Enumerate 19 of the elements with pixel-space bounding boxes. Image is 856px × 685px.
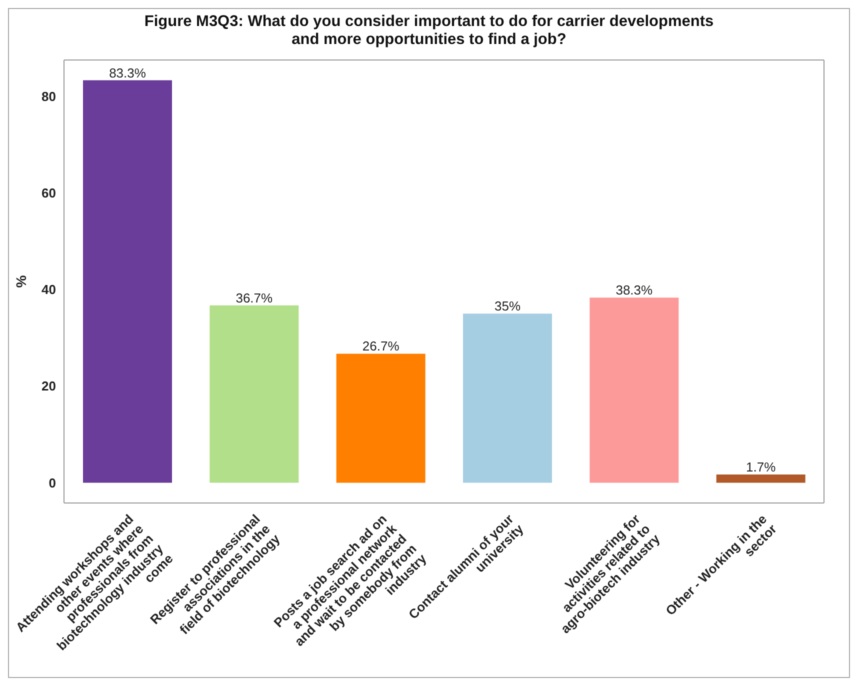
bar (463, 314, 552, 483)
y-tick-label: 80 (42, 88, 56, 104)
y-tick-label: 60 (42, 185, 56, 200)
y-tick-label: 0 (48, 475, 56, 490)
data-label: 83.3% (109, 65, 146, 80)
bar (336, 354, 426, 483)
bar (210, 305, 299, 483)
data-label: 36.7% (236, 290, 274, 306)
bar (83, 80, 172, 483)
data-label: 1.7% (746, 459, 776, 474)
y-tick-label: 40 (42, 282, 56, 298)
bar (590, 298, 679, 483)
y-tick-label: 20 (42, 378, 56, 394)
y-axis-title: % (12, 274, 29, 288)
bar (716, 474, 806, 483)
data-label: 26.7% (362, 338, 400, 354)
data-label: 35% (494, 298, 521, 314)
data-label: 38.3% (616, 282, 654, 298)
chart-title: Figure M3Q3: What do you consider important to do for carrier developments and more opportunities to find a job? (143, 13, 715, 49)
